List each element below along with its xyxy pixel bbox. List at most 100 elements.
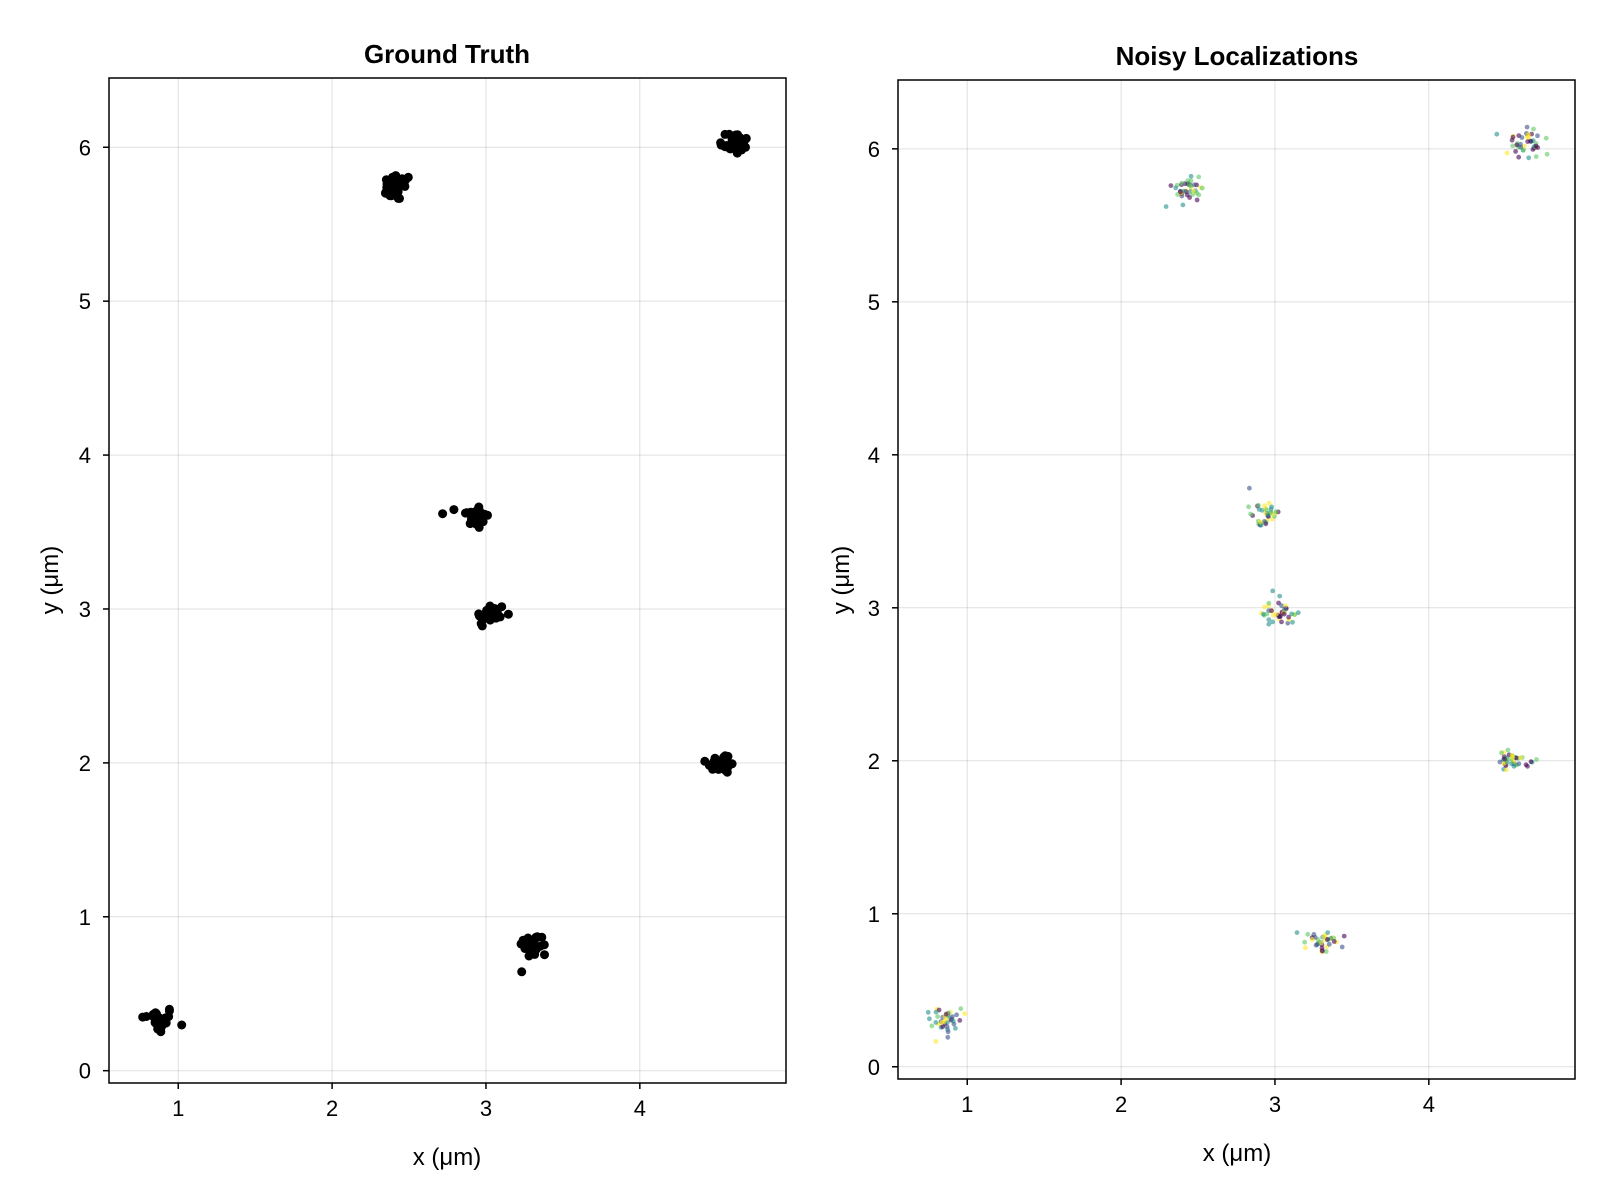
data-point: [954, 1012, 959, 1018]
data-point: [731, 130, 741, 140]
data-point: [1262, 604, 1267, 610]
data-point: [1285, 620, 1291, 626]
data-point: [1516, 154, 1522, 160]
data-point: [477, 621, 487, 631]
data-point: [1302, 939, 1308, 945]
data-point: [1290, 619, 1295, 625]
data-point: [1328, 935, 1334, 941]
data-point: [1303, 945, 1308, 951]
data-point: [1526, 132, 1531, 138]
data-point: [1522, 143, 1527, 149]
data-point: [1279, 603, 1284, 609]
data-point: [503, 609, 513, 619]
data-point: [962, 1011, 968, 1016]
data-point: [1277, 614, 1282, 619]
data-point: [393, 193, 403, 203]
data-point: [1516, 761, 1522, 767]
axis-ticks: 1 2 3 4 0 1 2 3 4 5 6: [868, 137, 1435, 1117]
data-point: [1269, 504, 1274, 510]
data-point: [935, 1014, 940, 1019]
y-tick-label: 2: [79, 751, 91, 776]
data-point: [1533, 154, 1539, 160]
data-point: [540, 950, 549, 960]
y-tick-label: 4: [868, 443, 880, 468]
data-point: [474, 609, 484, 619]
data-point: [1325, 930, 1331, 935]
data-point: [1544, 151, 1550, 157]
data-point: [164, 1004, 174, 1014]
grid: [898, 80, 1575, 1079]
data-point: [1266, 500, 1272, 506]
scatter-points: [138, 129, 751, 1037]
data-point: [1514, 142, 1520, 148]
data-point: [475, 506, 485, 516]
y-tick-label: 6: [868, 137, 880, 162]
x-tick-label: 1: [961, 1092, 973, 1117]
data-point: [1266, 600, 1272, 606]
data-point: [1294, 930, 1300, 935]
y-tick-label: 3: [868, 596, 880, 621]
data-point: [1502, 756, 1507, 762]
data-point: [1168, 183, 1174, 189]
data-point: [1295, 610, 1301, 616]
data-point: [1273, 509, 1279, 515]
data-point: [1273, 611, 1279, 617]
data-point: [1534, 757, 1539, 762]
x-tick-label: 4: [1423, 1092, 1435, 1117]
data-point: [1513, 149, 1518, 154]
data-point: [1179, 180, 1185, 186]
data-point: [708, 760, 718, 770]
data-point: [722, 141, 732, 150]
data-point: [1323, 949, 1329, 954]
data-point: [1313, 942, 1319, 948]
data-point: [486, 609, 496, 619]
data-point: [1178, 189, 1183, 195]
data-point: [1509, 761, 1514, 767]
data-point: [1188, 173, 1194, 179]
data-point: [1264, 507, 1269, 513]
data-point: [1191, 182, 1197, 188]
data-point: [1494, 131, 1500, 137]
data-point: [1326, 941, 1332, 947]
plot-frame: [897, 79, 1576, 1080]
data-point: [1188, 178, 1194, 184]
x-tick-label: 2: [1115, 1092, 1127, 1117]
data-point: [1497, 759, 1503, 765]
data-point: [1281, 611, 1287, 617]
data-point: [138, 1012, 148, 1022]
data-point: [400, 181, 410, 191]
data-point: [1199, 185, 1205, 191]
data-point: [1531, 126, 1536, 132]
panel-title: Noisy Localizations: [1116, 41, 1359, 71]
data-point: [949, 1014, 955, 1019]
data-point: [1526, 155, 1532, 161]
y-axis-label: y (μm): [37, 546, 64, 614]
data-point: [1270, 588, 1276, 594]
data-point: [1513, 755, 1519, 761]
data-point: [532, 932, 542, 942]
data-point: [1163, 204, 1169, 210]
data-point: [1324, 936, 1330, 942]
data-point: [1269, 608, 1274, 614]
data-point: [1510, 143, 1516, 149]
data-point: [1277, 593, 1283, 599]
data-point: [941, 1019, 947, 1024]
data-point: [927, 1016, 932, 1022]
data-point: [1256, 507, 1262, 512]
data-point: [1270, 619, 1276, 625]
data-point: [1286, 614, 1291, 620]
data-point: [925, 1009, 931, 1015]
x-tick-label: 2: [326, 1096, 338, 1121]
data-point: [1525, 139, 1531, 145]
data-point: [1341, 933, 1347, 939]
data-point: [1505, 747, 1511, 753]
x-tick-label: 1: [172, 1096, 184, 1121]
axis-ticks: 1 2 3 4 0 1 2 3 4 5 6: [79, 135, 646, 1121]
data-point: [1509, 137, 1515, 143]
ground-truth-panel: Ground Truth 1 2 3 4 0 1 2 3 4 5 6 x (μm) y (μm): [37, 39, 787, 1171]
data-point: [477, 514, 487, 524]
data-point: [1525, 763, 1530, 769]
data-point: [150, 1018, 160, 1028]
data-point: [177, 1020, 187, 1030]
data-point: [524, 951, 534, 961]
